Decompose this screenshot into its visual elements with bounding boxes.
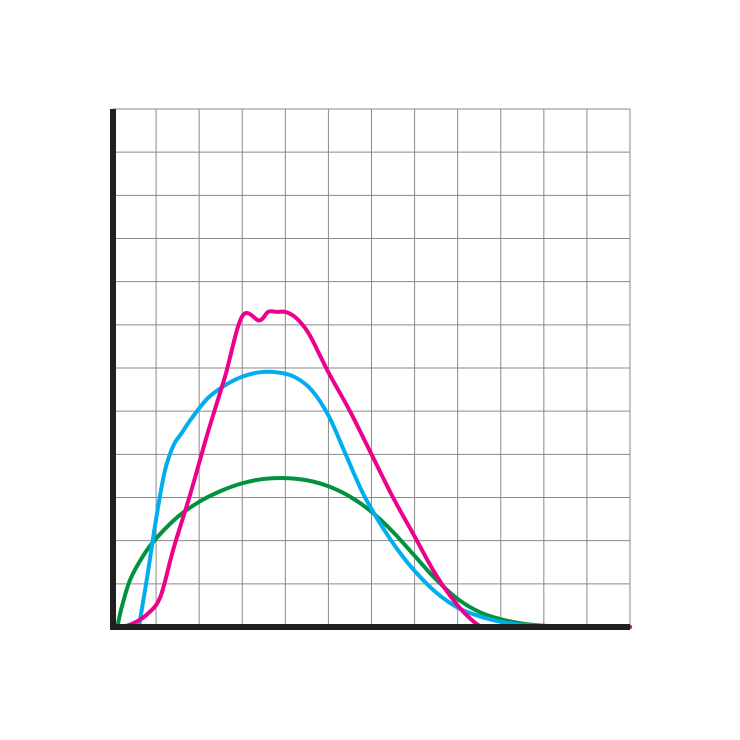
chart-grid bbox=[113, 108, 631, 627]
chart-axes bbox=[110, 109, 630, 630]
series-line-blue bbox=[136, 369, 632, 630]
series-line-green bbox=[115, 475, 632, 630]
